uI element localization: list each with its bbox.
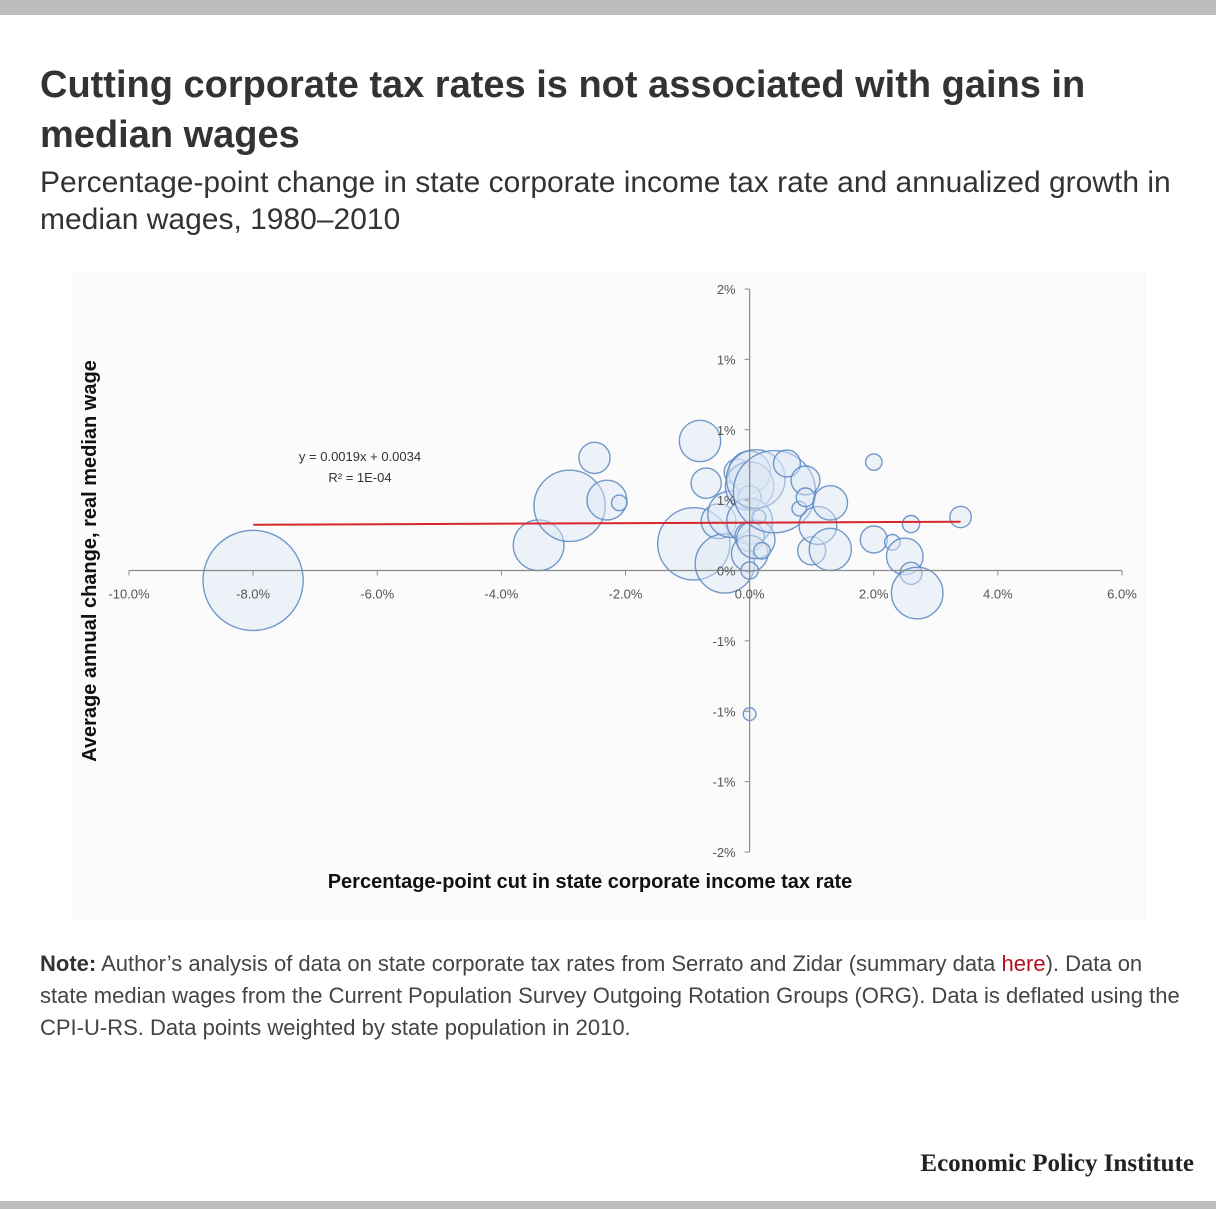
data-bubble-29 bbox=[790, 465, 821, 496]
data-bubble-35 bbox=[864, 453, 883, 472]
trendline bbox=[253, 520, 961, 526]
data-bubble-38 bbox=[885, 537, 924, 576]
data-bubble-10 bbox=[700, 503, 737, 540]
x-axis-title: Percentage-point cut in state corporate … bbox=[328, 871, 853, 893]
data-bubble-28 bbox=[791, 500, 808, 517]
x-tick-label: -4.0% bbox=[484, 587, 518, 602]
x-tick-label: -10.0% bbox=[108, 587, 150, 602]
data-bubble-8 bbox=[678, 419, 722, 463]
note-source-link[interactable]: here bbox=[1001, 951, 1046, 976]
x-tick-label: -6.0% bbox=[360, 587, 394, 602]
data-bubble-34 bbox=[812, 484, 849, 521]
data-bubble-22 bbox=[735, 519, 776, 560]
data-bubble-40 bbox=[901, 514, 921, 534]
y-tick-label: -2% bbox=[713, 845, 737, 860]
trendline-layer bbox=[253, 520, 961, 526]
x-tick-label: 0.0% bbox=[735, 587, 765, 602]
data-bubble-23 bbox=[725, 448, 786, 509]
chart-subtitle: Percentage-point change in state corpora… bbox=[40, 166, 1171, 236]
data-bubble-24 bbox=[751, 509, 767, 525]
y-tick-label: -1% bbox=[713, 704, 737, 719]
bubble-chart: -10.0% -8.0% -6.0% -4.0% -2.0% 0.0% 2.0% 4.0% 6.… bbox=[79, 282, 1137, 893]
data-bubble-32 bbox=[798, 505, 838, 546]
bottom-border-bar bbox=[0, 1201, 1216, 1209]
y-tick-label: 2% bbox=[717, 282, 736, 297]
data-bubble-41 bbox=[890, 566, 944, 620]
data-bubble-27 bbox=[772, 449, 802, 478]
trendline-r-squared: R² = 1E-04 bbox=[328, 470, 391, 485]
y-axis-title: Average annual change, real median wage bbox=[79, 360, 101, 762]
top-border-bar bbox=[0, 0, 1216, 15]
note-text-after-link: ). Data on state median wages from the C… bbox=[40, 951, 1180, 1040]
chart-area: -10.0% -8.0% -6.0% -4.0% -2.0% 0.0% 2.0% 4.0% 6.… bbox=[72, 272, 1146, 920]
y-tick-label: 1% bbox=[717, 423, 736, 438]
chart-title: Cutting corporate tax rates is not assoc… bbox=[40, 64, 1086, 156]
trendline-equation: y = 0.0019x + 0.0034 bbox=[299, 449, 421, 464]
chart-note: Note: Author’s analysis of data on state… bbox=[40, 948, 1180, 1044]
y-tick-label: -1% bbox=[713, 634, 737, 649]
y-tick-label: 1% bbox=[717, 352, 736, 367]
data-bubble-36 bbox=[859, 525, 888, 554]
data-bubble-42 bbox=[949, 505, 972, 529]
data-bubble-7 bbox=[657, 506, 731, 581]
x-tick-label: 2.0% bbox=[859, 587, 889, 602]
data-bubble-25 bbox=[753, 541, 771, 560]
bubble-layer bbox=[202, 419, 972, 722]
data-bubble-4 bbox=[578, 441, 611, 475]
data-bubble-9 bbox=[690, 467, 723, 499]
x-tick-label: 4.0% bbox=[983, 587, 1013, 602]
brand-logo-text: Economic Policy Institute bbox=[920, 1150, 1194, 1177]
axes-layer bbox=[128, 288, 1123, 853]
labels-layer: -10.0% -8.0% -6.0% -4.0% -2.0% 0.0% 2.0% 4.0% 6.… bbox=[79, 282, 1137, 893]
x-tick-label: -8.0% bbox=[236, 587, 270, 602]
y-tick-label: -1% bbox=[713, 775, 737, 790]
x-tick-label: -2.0% bbox=[609, 587, 643, 602]
data-bubble-33 bbox=[808, 527, 853, 572]
data-bubble-6 bbox=[610, 494, 628, 512]
x-tick-label: 6.0% bbox=[1107, 587, 1137, 602]
y-tick-label: 1% bbox=[717, 493, 736, 508]
note-label: Note: bbox=[40, 951, 97, 976]
data-bubble-1 bbox=[202, 529, 304, 632]
note-text-before-link: Author’s analysis of data on state corpo… bbox=[101, 951, 1002, 976]
y-tick-label: 0% bbox=[717, 564, 736, 579]
data-bubble-30 bbox=[795, 487, 816, 508]
